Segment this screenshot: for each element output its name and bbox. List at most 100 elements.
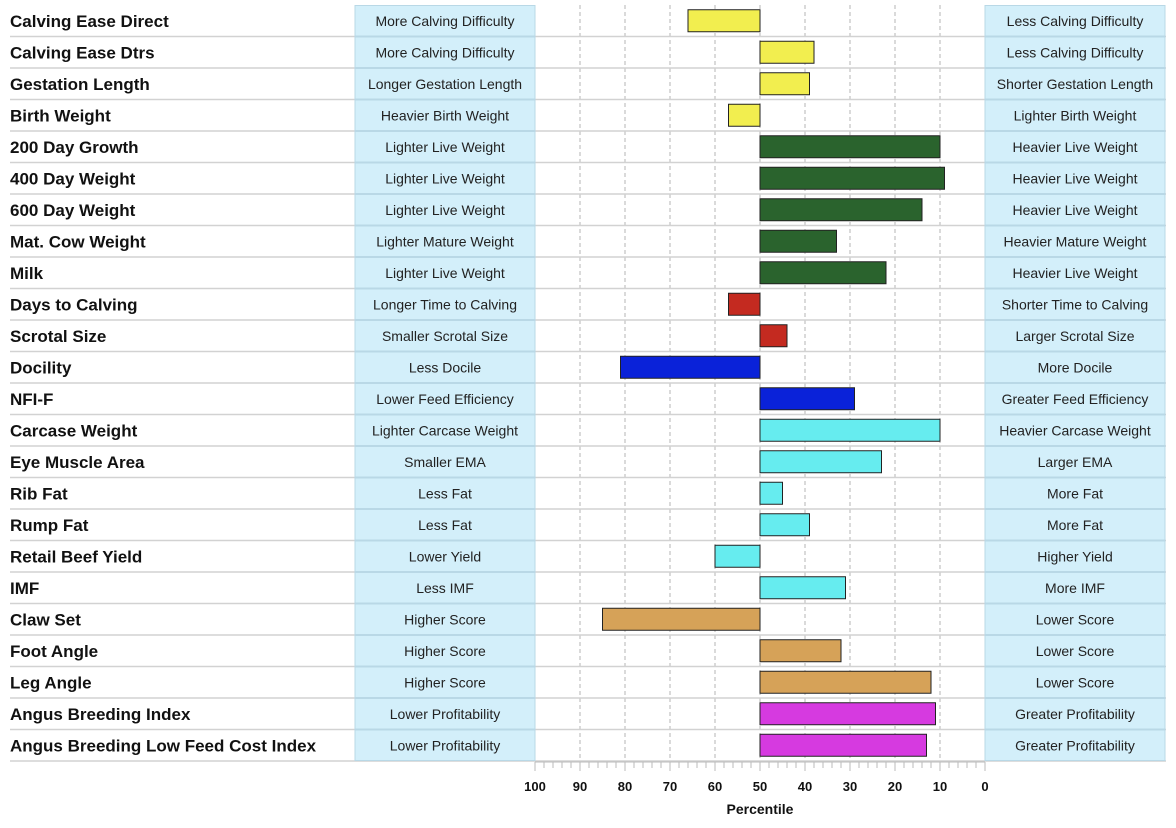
chart-row: Milk Lighter Live Weight Heavier Live Weig… [10, 257, 1166, 290]
low-label: Less Docile [409, 359, 482, 375]
chart-row: Mat. Cow Weight Lighter Mature Weight Heav… [10, 225, 1166, 258]
rows-layer: Calving Ease Direct More Calving Difficul… [10, 5, 1166, 762]
low-label: Longer Gestation Length [368, 76, 522, 92]
low-label-panel [354, 603, 536, 635]
x-tick-label: 80 [618, 779, 632, 794]
high-label-panel [984, 729, 1166, 761]
low-label: Lower Yield [409, 548, 481, 564]
high-label-panel [984, 698, 1166, 730]
low-label-panel [354, 162, 536, 194]
low-label: Smaller Scrotal Size [382, 328, 508, 344]
high-label: Larger EMA [1038, 454, 1113, 470]
trait-label: Gestation Length [10, 75, 150, 94]
x-tick-label: 70 [663, 779, 677, 794]
chart-row: Carcase Weight Lighter Carcase Weight Heav… [10, 414, 1166, 447]
x-tick-label: 60 [708, 779, 722, 794]
high-label-panel [984, 446, 1166, 478]
high-label-panel [984, 509, 1166, 541]
low-label: Less Fat [418, 517, 472, 533]
low-label: Less IMF [416, 580, 474, 596]
high-label-panel [984, 257, 1166, 289]
high-label-panel [984, 194, 1166, 226]
low-label: Lighter Live Weight [385, 170, 505, 186]
high-label-panel [984, 383, 1166, 415]
bar [759, 450, 882, 474]
low-label-panel [354, 729, 536, 761]
bar [759, 702, 936, 726]
trait-label: Rump Fat [10, 516, 89, 535]
bar [714, 544, 761, 568]
low-label-panel [354, 36, 536, 68]
bar [728, 103, 761, 127]
chart-row: Angus Breeding Index Lower Profitability G… [10, 698, 1166, 731]
chart-row: Birth Weight Heavier Birth Weight Lighter … [10, 99, 1166, 132]
x-tick-label: 100 [524, 779, 546, 794]
high-label: Greater Feed Efficiency [1002, 391, 1149, 407]
low-label-panel [354, 509, 536, 541]
high-label: Higher Yield [1037, 548, 1113, 564]
low-label-panel [354, 99, 536, 131]
x-axis-title: Percentile [727, 801, 794, 817]
high-label: Shorter Gestation Length [997, 76, 1153, 92]
high-label-panel [984, 351, 1166, 383]
high-label-panel [984, 131, 1166, 163]
chart-row: 200 Day Growth Lighter Live Weight Heavier… [10, 131, 1166, 164]
low-label: Higher Score [404, 643, 486, 659]
low-label-panel [354, 383, 536, 415]
high-label-panel [984, 540, 1166, 572]
x-axis: 100 90 80 70 60 50 40 30 20 10 0 [524, 761, 989, 794]
low-label: Lighter Mature Weight [376, 233, 514, 249]
x-tick-label: 10 [933, 779, 947, 794]
low-label-panel [354, 477, 536, 509]
low-label: Lower Profitability [390, 737, 501, 753]
low-label: Lighter Live Weight [385, 139, 505, 155]
low-label: Heavier Birth Weight [381, 107, 509, 123]
high-label: More IMF [1045, 580, 1105, 596]
high-label: Heavier Mature Weight [1004, 233, 1147, 249]
bar [759, 40, 815, 64]
low-label: More Calving Difficulty [375, 44, 514, 60]
trait-label: 200 Day Growth [10, 138, 139, 157]
high-label: Lighter Birth Weight [1014, 107, 1137, 123]
high-label: Greater Profitability [1015, 706, 1135, 722]
low-label: Higher Score [404, 611, 486, 627]
low-label-panel [354, 540, 536, 572]
trait-label: Calving Ease Direct [10, 12, 169, 31]
bar [759, 513, 810, 537]
high-label-panel [984, 99, 1166, 131]
low-label-panel [354, 225, 536, 257]
chart-row: 400 Day Weight Lighter Live Weight Heavier… [10, 162, 1166, 195]
low-label-panel [354, 414, 536, 446]
trait-label: NFI-F [10, 390, 53, 409]
bar [759, 324, 788, 348]
bar [687, 9, 761, 33]
high-label: Lower Score [1036, 643, 1115, 659]
trait-label: Angus Breeding Low Feed Cost Index [10, 736, 317, 755]
bar [759, 261, 887, 285]
high-label: Heavier Live Weight [1012, 139, 1137, 155]
trait-label: Rib Fat [10, 484, 68, 503]
low-label-panel [354, 635, 536, 667]
low-label-panel [354, 572, 536, 604]
bar [759, 166, 945, 190]
high-label: Greater Profitability [1015, 737, 1135, 753]
trait-label: IMF [10, 579, 39, 598]
high-label: Lower Score [1036, 611, 1115, 627]
x-tick-label: 40 [798, 779, 812, 794]
high-label: Larger Scrotal Size [1015, 328, 1134, 344]
high-label: More Docile [1038, 359, 1113, 375]
low-label: Lower Feed Efficiency [376, 391, 513, 407]
trait-label: Retail Beef Yield [10, 547, 142, 566]
low-label-panel [354, 446, 536, 478]
trait-label: Carcase Weight [10, 421, 138, 440]
high-label-panel [984, 603, 1166, 635]
bar [759, 576, 846, 600]
chart-row: Days to Calving Longer Time to Calving Sho… [10, 288, 1166, 321]
trait-label: Leg Angle [10, 673, 92, 692]
high-label: Less Calving Difficulty [1007, 13, 1144, 29]
bar [759, 135, 941, 159]
low-label: Lower Profitability [390, 706, 501, 722]
high-label: Heavier Live Weight [1012, 170, 1137, 186]
high-label-panel [984, 288, 1166, 320]
high-label-panel [984, 414, 1166, 446]
